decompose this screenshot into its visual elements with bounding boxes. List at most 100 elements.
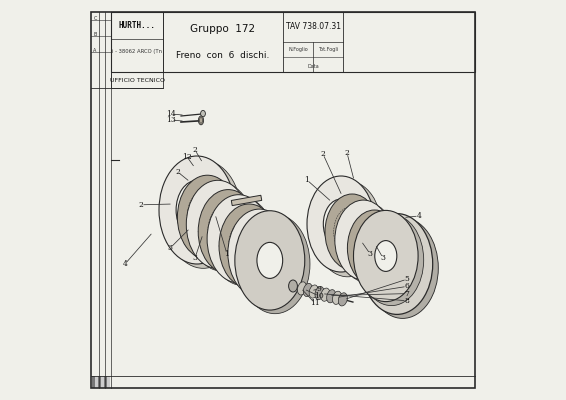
Text: 2: 2 bbox=[139, 201, 143, 209]
Ellipse shape bbox=[309, 285, 318, 298]
Ellipse shape bbox=[348, 210, 402, 286]
Ellipse shape bbox=[352, 224, 375, 256]
Ellipse shape bbox=[246, 234, 273, 272]
Ellipse shape bbox=[159, 156, 235, 264]
Text: Gruppo  172: Gruppo 172 bbox=[190, 24, 256, 34]
Ellipse shape bbox=[389, 248, 417, 288]
Text: C: C bbox=[93, 16, 97, 20]
Text: 8: 8 bbox=[405, 297, 409, 305]
Ellipse shape bbox=[200, 110, 205, 117]
Ellipse shape bbox=[325, 194, 379, 270]
Ellipse shape bbox=[203, 192, 263, 276]
Text: 3: 3 bbox=[192, 254, 198, 262]
Text: 3: 3 bbox=[168, 244, 173, 252]
Ellipse shape bbox=[186, 180, 249, 268]
Bar bbox=[111, 72, 163, 88]
Ellipse shape bbox=[315, 286, 324, 300]
Text: 3: 3 bbox=[368, 250, 372, 258]
Bar bbox=[107, 376, 110, 388]
Ellipse shape bbox=[257, 242, 282, 278]
Text: Tot.Fogli: Tot.Fogli bbox=[318, 47, 338, 52]
Ellipse shape bbox=[380, 244, 402, 276]
Text: 14: 14 bbox=[166, 110, 176, 118]
Ellipse shape bbox=[367, 218, 438, 318]
Text: 9: 9 bbox=[316, 285, 321, 293]
Ellipse shape bbox=[225, 220, 252, 258]
Bar bbox=[101, 376, 104, 388]
Ellipse shape bbox=[182, 178, 242, 262]
Ellipse shape bbox=[250, 237, 277, 275]
Ellipse shape bbox=[298, 282, 307, 295]
Bar bbox=[98, 376, 101, 388]
Ellipse shape bbox=[176, 180, 218, 240]
Ellipse shape bbox=[354, 210, 418, 302]
Ellipse shape bbox=[352, 213, 406, 289]
Text: 4: 4 bbox=[417, 212, 422, 220]
Ellipse shape bbox=[338, 293, 348, 306]
Ellipse shape bbox=[211, 197, 274, 286]
Ellipse shape bbox=[223, 207, 283, 291]
Ellipse shape bbox=[303, 283, 312, 296]
Text: TAV 738.07.31: TAV 738.07.31 bbox=[285, 22, 341, 31]
Polygon shape bbox=[231, 195, 261, 206]
Ellipse shape bbox=[199, 116, 204, 125]
Ellipse shape bbox=[314, 181, 381, 277]
Ellipse shape bbox=[207, 195, 270, 283]
Text: 6: 6 bbox=[405, 282, 409, 290]
Text: UFFICIO TECNICO: UFFICIO TECNICO bbox=[109, 78, 165, 82]
Text: 1: 1 bbox=[225, 250, 229, 258]
Ellipse shape bbox=[383, 244, 411, 284]
Text: Freno  con  6  dischi.: Freno con 6 dischi. bbox=[177, 51, 269, 60]
Bar bbox=[111, 12, 163, 72]
Text: 12: 12 bbox=[182, 153, 192, 161]
Text: 11: 11 bbox=[310, 299, 320, 307]
Text: B: B bbox=[93, 32, 97, 36]
Text: A: A bbox=[93, 48, 97, 52]
Ellipse shape bbox=[190, 183, 253, 271]
Text: 2: 2 bbox=[175, 168, 180, 176]
Ellipse shape bbox=[228, 209, 291, 297]
Ellipse shape bbox=[235, 211, 305, 310]
Text: 4: 4 bbox=[123, 260, 127, 268]
Ellipse shape bbox=[375, 240, 397, 272]
Ellipse shape bbox=[231, 212, 294, 300]
Ellipse shape bbox=[323, 199, 359, 249]
Text: 5: 5 bbox=[405, 275, 409, 283]
Text: 2: 2 bbox=[345, 149, 349, 157]
Ellipse shape bbox=[332, 291, 341, 304]
Text: 3: 3 bbox=[380, 254, 385, 262]
Ellipse shape bbox=[359, 214, 424, 306]
Ellipse shape bbox=[182, 185, 224, 244]
Ellipse shape bbox=[240, 214, 310, 314]
Text: i - 38062 ARCO (Tn: i - 38062 ARCO (Tn bbox=[112, 48, 162, 54]
Text: 2: 2 bbox=[192, 146, 198, 154]
Ellipse shape bbox=[262, 246, 288, 282]
Ellipse shape bbox=[208, 208, 235, 246]
Ellipse shape bbox=[177, 175, 237, 259]
Ellipse shape bbox=[204, 206, 231, 243]
Ellipse shape bbox=[219, 204, 279, 288]
Text: 7: 7 bbox=[405, 290, 409, 298]
Ellipse shape bbox=[229, 222, 256, 260]
Text: Data: Data bbox=[307, 64, 319, 68]
Ellipse shape bbox=[335, 200, 392, 280]
Ellipse shape bbox=[339, 203, 396, 283]
Text: 1: 1 bbox=[305, 176, 310, 184]
Ellipse shape bbox=[327, 290, 336, 303]
Ellipse shape bbox=[361, 214, 432, 314]
Ellipse shape bbox=[198, 190, 258, 274]
Ellipse shape bbox=[165, 160, 241, 268]
Ellipse shape bbox=[307, 176, 375, 272]
Bar bbox=[95, 376, 98, 388]
Bar bbox=[92, 376, 95, 388]
Text: 10: 10 bbox=[314, 292, 324, 300]
Ellipse shape bbox=[329, 197, 384, 273]
Bar bbox=[104, 376, 107, 388]
Text: 2: 2 bbox=[320, 150, 325, 158]
Ellipse shape bbox=[321, 288, 330, 301]
Ellipse shape bbox=[355, 226, 379, 259]
Text: N.Foglio: N.Foglio bbox=[288, 47, 308, 52]
Text: 13: 13 bbox=[166, 116, 176, 124]
Ellipse shape bbox=[289, 280, 297, 292]
Text: HURTH...: HURTH... bbox=[118, 21, 156, 30]
